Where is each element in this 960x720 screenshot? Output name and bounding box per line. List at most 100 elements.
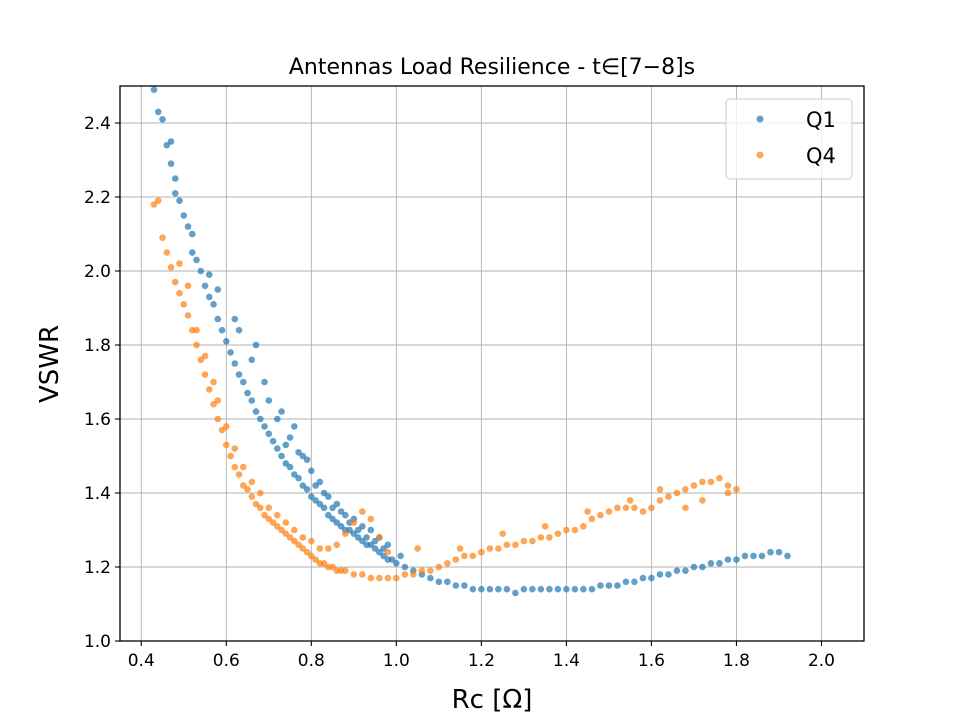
y-tick-label: 2.2 bbox=[84, 188, 111, 208]
point-q1 bbox=[248, 356, 256, 364]
point-q4 bbox=[176, 260, 183, 267]
point-q1 bbox=[690, 563, 698, 571]
point-q1 bbox=[325, 493, 332, 501]
point-q4 bbox=[673, 489, 681, 497]
point-q4 bbox=[256, 504, 264, 512]
series-q4 bbox=[150, 197, 740, 582]
point-q4 bbox=[563, 526, 570, 534]
point-q4 bbox=[614, 504, 621, 512]
point-q1 bbox=[337, 523, 345, 530]
point-q1 bbox=[537, 585, 545, 593]
point-q4 bbox=[295, 541, 302, 549]
point-q4 bbox=[320, 560, 328, 567]
point-q1 bbox=[469, 585, 477, 593]
point-q4 bbox=[278, 526, 285, 534]
point-q4 bbox=[384, 548, 392, 556]
y-tick-label: 1.6 bbox=[84, 410, 111, 430]
point-q4 bbox=[571, 526, 579, 534]
point-q1 bbox=[201, 282, 209, 290]
point-q4 bbox=[376, 574, 383, 582]
point-q1 bbox=[333, 500, 341, 508]
point-q1 bbox=[210, 301, 217, 308]
point-q1 bbox=[495, 585, 502, 593]
point-q4 bbox=[682, 486, 689, 493]
point-q4 bbox=[325, 545, 332, 552]
point-q1 bbox=[699, 563, 706, 571]
point-q4 bbox=[193, 341, 200, 349]
y-tick-label: 1.4 bbox=[84, 484, 111, 504]
point-q1 bbox=[563, 585, 570, 593]
point-q1 bbox=[312, 497, 319, 504]
point-q1 bbox=[159, 116, 166, 123]
point-q4 bbox=[342, 567, 349, 574]
point-q1 bbox=[401, 563, 409, 571]
point-q1 bbox=[597, 582, 604, 589]
point-q1 bbox=[291, 423, 298, 430]
point-q1 bbox=[741, 552, 749, 560]
point-q4 bbox=[452, 556, 460, 563]
point-q1 bbox=[303, 456, 311, 464]
point-q1 bbox=[256, 415, 264, 423]
point-q4 bbox=[342, 530, 349, 537]
point-q1 bbox=[384, 541, 392, 549]
point-q1 bbox=[461, 582, 468, 589]
point-q4 bbox=[239, 463, 247, 471]
point-q4 bbox=[478, 548, 485, 556]
point-q1 bbox=[231, 360, 239, 367]
point-q4 bbox=[333, 541, 341, 549]
point-q1 bbox=[235, 371, 243, 378]
point-q4 bbox=[269, 519, 277, 526]
point-q4 bbox=[176, 289, 183, 297]
point-q1 bbox=[367, 541, 375, 549]
point-q1 bbox=[286, 434, 294, 441]
point-q4 bbox=[291, 526, 298, 534]
point-q1 bbox=[325, 511, 332, 519]
point-q1 bbox=[478, 585, 485, 593]
point-q1 bbox=[239, 378, 247, 386]
point-q1 bbox=[503, 585, 511, 593]
point-q1 bbox=[274, 415, 281, 423]
point-q1 bbox=[665, 571, 672, 578]
point-q4 bbox=[184, 312, 192, 319]
point-q4 bbox=[393, 574, 400, 582]
point-q1 bbox=[329, 515, 336, 523]
point-q1 bbox=[631, 578, 638, 586]
point-q4 bbox=[733, 486, 740, 493]
point-q1 bbox=[193, 256, 200, 264]
point-q4 bbox=[469, 552, 477, 560]
point-q1 bbox=[167, 160, 175, 167]
point-q4 bbox=[244, 486, 251, 493]
point-q1 bbox=[205, 293, 213, 301]
point-q4 bbox=[197, 356, 205, 364]
point-q1 bbox=[758, 552, 766, 560]
point-q1 bbox=[427, 574, 434, 582]
point-q1 bbox=[380, 552, 387, 560]
point-q1 bbox=[286, 463, 294, 471]
point-q4 bbox=[461, 552, 468, 560]
point-q1 bbox=[218, 326, 226, 334]
point-q1 bbox=[444, 578, 451, 586]
point-q4 bbox=[724, 489, 732, 497]
point-q1 bbox=[588, 585, 596, 593]
point-q4 bbox=[265, 504, 273, 512]
point-q1 bbox=[316, 478, 324, 486]
point-q4 bbox=[580, 523, 587, 530]
point-q4 bbox=[512, 541, 519, 549]
point-q4 bbox=[316, 545, 324, 552]
point-q4 bbox=[367, 515, 375, 523]
point-q1 bbox=[546, 585, 553, 593]
point-q1 bbox=[750, 552, 757, 560]
point-q4 bbox=[503, 541, 511, 549]
point-q4 bbox=[401, 571, 409, 578]
point-q1 bbox=[154, 108, 162, 116]
point-q4 bbox=[159, 234, 166, 241]
point-q1 bbox=[554, 585, 562, 593]
legend-label-q1: Q1 bbox=[806, 108, 836, 132]
point-q1 bbox=[188, 249, 196, 256]
point-q4 bbox=[639, 508, 647, 515]
point-q1 bbox=[163, 141, 171, 149]
point-q4 bbox=[350, 519, 358, 526]
point-q4 bbox=[537, 534, 545, 541]
point-q4 bbox=[180, 301, 188, 308]
point-q4 bbox=[274, 523, 281, 530]
